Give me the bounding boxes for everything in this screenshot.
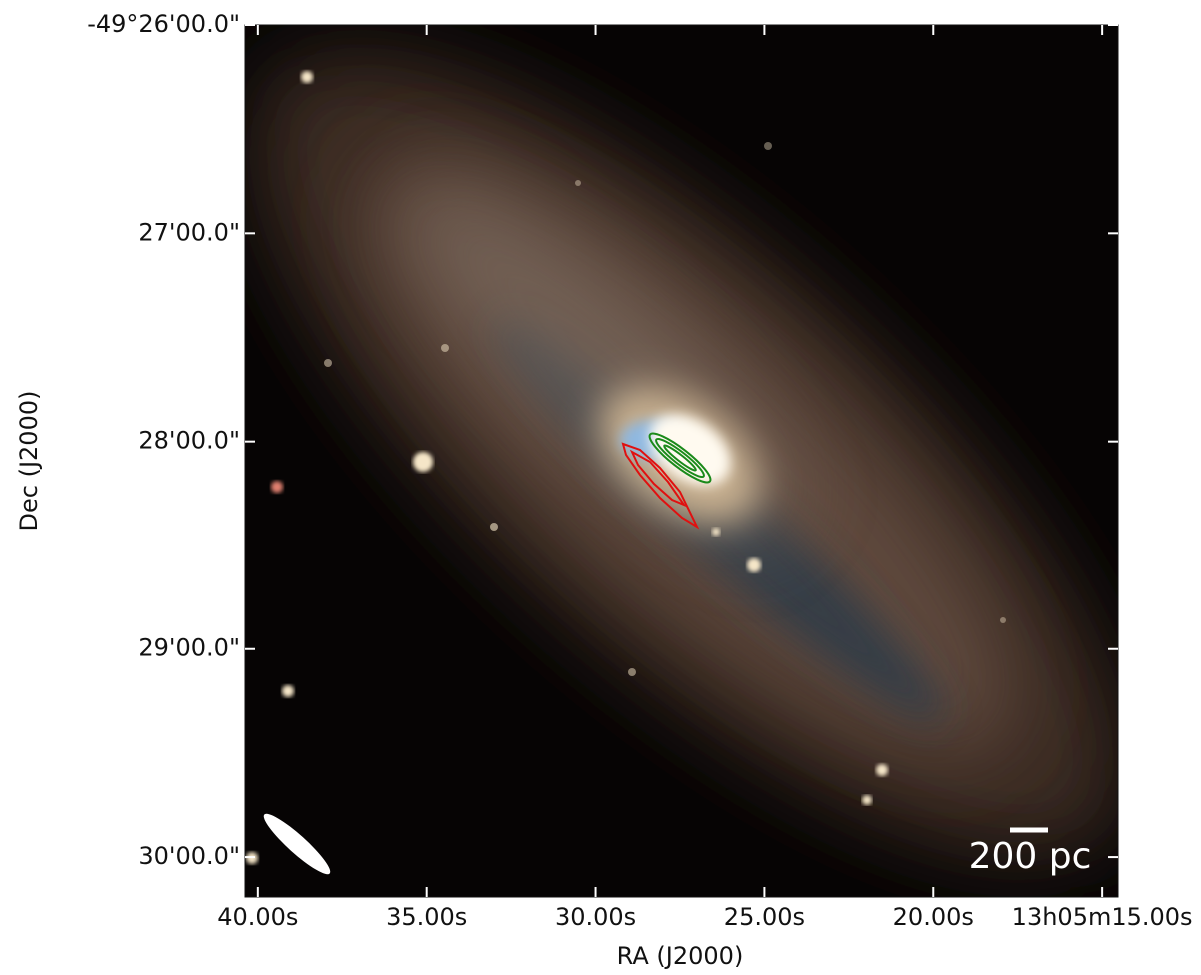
x-tick-label: 25.00s xyxy=(724,903,805,931)
chart: 200 pc RA (J2000) Dec (J2000) 40.00s 35.0… xyxy=(0,0,1201,975)
y-tick-label: -49°26'00.0" xyxy=(87,10,240,38)
x-tick-label: 40.00s xyxy=(217,903,298,931)
y-tick-label: 27'00.0" xyxy=(138,218,240,246)
x-tick-label: 35.00s xyxy=(386,903,467,931)
x-axis-title: RA (J2000) xyxy=(617,942,744,970)
scale-label: 200 pc xyxy=(969,836,1092,877)
x-tick-label: 30.00s xyxy=(555,903,636,931)
x-tick-label: 20.00s xyxy=(893,903,974,931)
y-tick-label: 30'00.0" xyxy=(138,842,240,870)
x-tick-label: 13h05m15.00s xyxy=(1012,903,1193,931)
sky-image: 200 pc xyxy=(140,0,1201,975)
y-tick-label: 28'00.0" xyxy=(138,427,240,455)
y-axis-title: Dec (J2000) xyxy=(15,391,43,532)
y-tick-label: 29'00.0" xyxy=(138,634,240,662)
